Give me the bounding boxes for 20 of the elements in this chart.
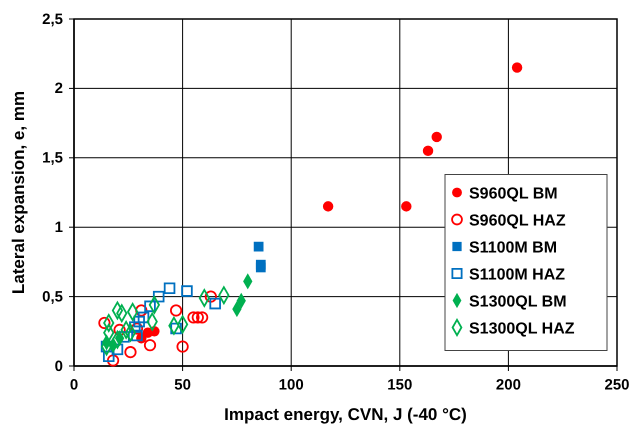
legend-label: S1300QL BM: [469, 294, 567, 310]
x-tick-label: 150: [387, 376, 412, 394]
legend-label: S1100M HAZ: [469, 266, 566, 284]
y-tick-label: 1,5: [42, 150, 63, 167]
legend-label: S1100M BM: [469, 240, 558, 256]
x-axis-title: Impact energy, CVN, J (-40 °C): [224, 405, 467, 424]
y-tick-label: 2: [54, 80, 63, 98]
y-tick-label: 0,5: [42, 288, 63, 306]
x-tick-label: 100: [278, 376, 304, 394]
x-tick-label: 250: [604, 376, 630, 394]
x-tick-label: 0: [70, 376, 78, 394]
y-axis-title: Lateral expansion, e, mm: [9, 90, 28, 294]
x-tick-label: 200: [496, 376, 521, 394]
y-tick-label: 0: [54, 358, 63, 375]
legend-label: S1300QL HAZ: [469, 320, 575, 338]
y-tick-label: 1: [54, 219, 63, 236]
legend-label: S960QL HAZ: [469, 212, 566, 230]
legend-label: S960QL BM: [469, 186, 558, 202]
x-tick-label: 50: [174, 376, 191, 394]
y-tick-label: 2,5: [42, 10, 63, 28]
